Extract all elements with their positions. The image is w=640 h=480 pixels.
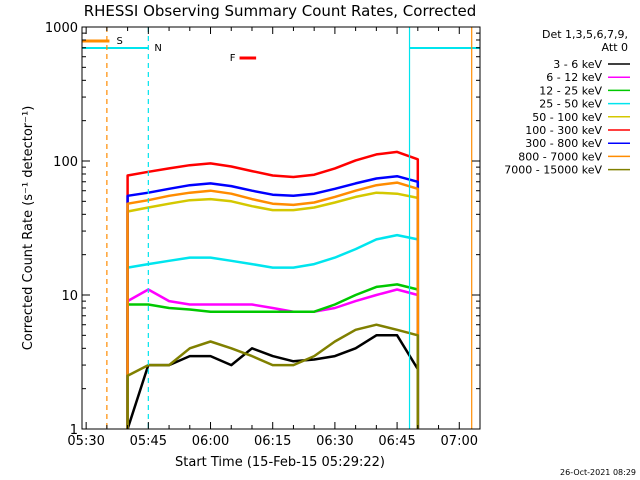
y-tick-label: 10 [61, 289, 78, 304]
x-tick-label: 05:30 [67, 434, 104, 449]
x-tick-label: 06:00 [192, 434, 229, 449]
legend-label: 12 - 25 keV [539, 84, 602, 97]
series-line-2 [126, 283, 420, 429]
y-axis: 1 10 100 1000 [45, 21, 480, 438]
flag-label: S [116, 36, 122, 47]
footer-timestamp: 26-Oct-2021 08:29 [560, 468, 636, 477]
series-line-4 [126, 191, 420, 429]
flag-label: F [230, 53, 236, 64]
series-line-0 [126, 334, 420, 430]
series-layer [126, 150, 420, 430]
x-tick-label: 05:45 [130, 434, 167, 449]
series-line-5 [126, 150, 420, 429]
markers-layer [106, 27, 473, 429]
y-tick-label: 1000 [45, 21, 78, 36]
legend-label: 6 - 12 keV [546, 71, 602, 84]
legend-header: Det 1,3,5,6,7,9, [542, 28, 628, 41]
x-tick-label: 06:45 [378, 434, 415, 449]
legend-label: 800 - 7000 keV [518, 150, 602, 163]
x-axis: 05:30 05:45 06:00 06:15 06:30 06:45 07:00 [67, 27, 481, 449]
plot-frame [81, 26, 481, 430]
y-axis-title: Corrected Count Rate (s⁻¹ detector⁻¹) [21, 106, 36, 351]
flags-layer: S N F [82, 36, 480, 64]
legend-header: Att 0 [602, 41, 628, 54]
series-line-1 [126, 288, 420, 429]
chart-title: RHESSI Observing Summary Count Rates, Co… [84, 2, 477, 20]
y-tick-label: 100 [53, 155, 78, 170]
series-line-7 [126, 181, 420, 429]
legend-label: 25 - 50 keV [539, 98, 602, 111]
series-line-8 [126, 323, 420, 429]
legend-label: 50 - 100 keV [532, 111, 602, 124]
legend-label: 100 - 300 keV [525, 124, 602, 137]
legend-label: 300 - 800 keV [525, 137, 602, 150]
x-tick-label: 07:00 [441, 434, 478, 449]
x-tick-label: 06:30 [316, 434, 353, 449]
series-line-6 [126, 174, 420, 429]
series-line-3 [126, 233, 420, 429]
legend-label: 7000 - 15000 keV [504, 164, 602, 177]
x-tick-label: 06:15 [254, 434, 291, 449]
legend-label: 3 - 6 keV [553, 58, 602, 71]
y-tick-label: 1 [70, 423, 78, 438]
flag-label: N [154, 43, 161, 54]
x-axis-title: Start Time (15-Feb-15 05:29:22) [175, 455, 385, 470]
